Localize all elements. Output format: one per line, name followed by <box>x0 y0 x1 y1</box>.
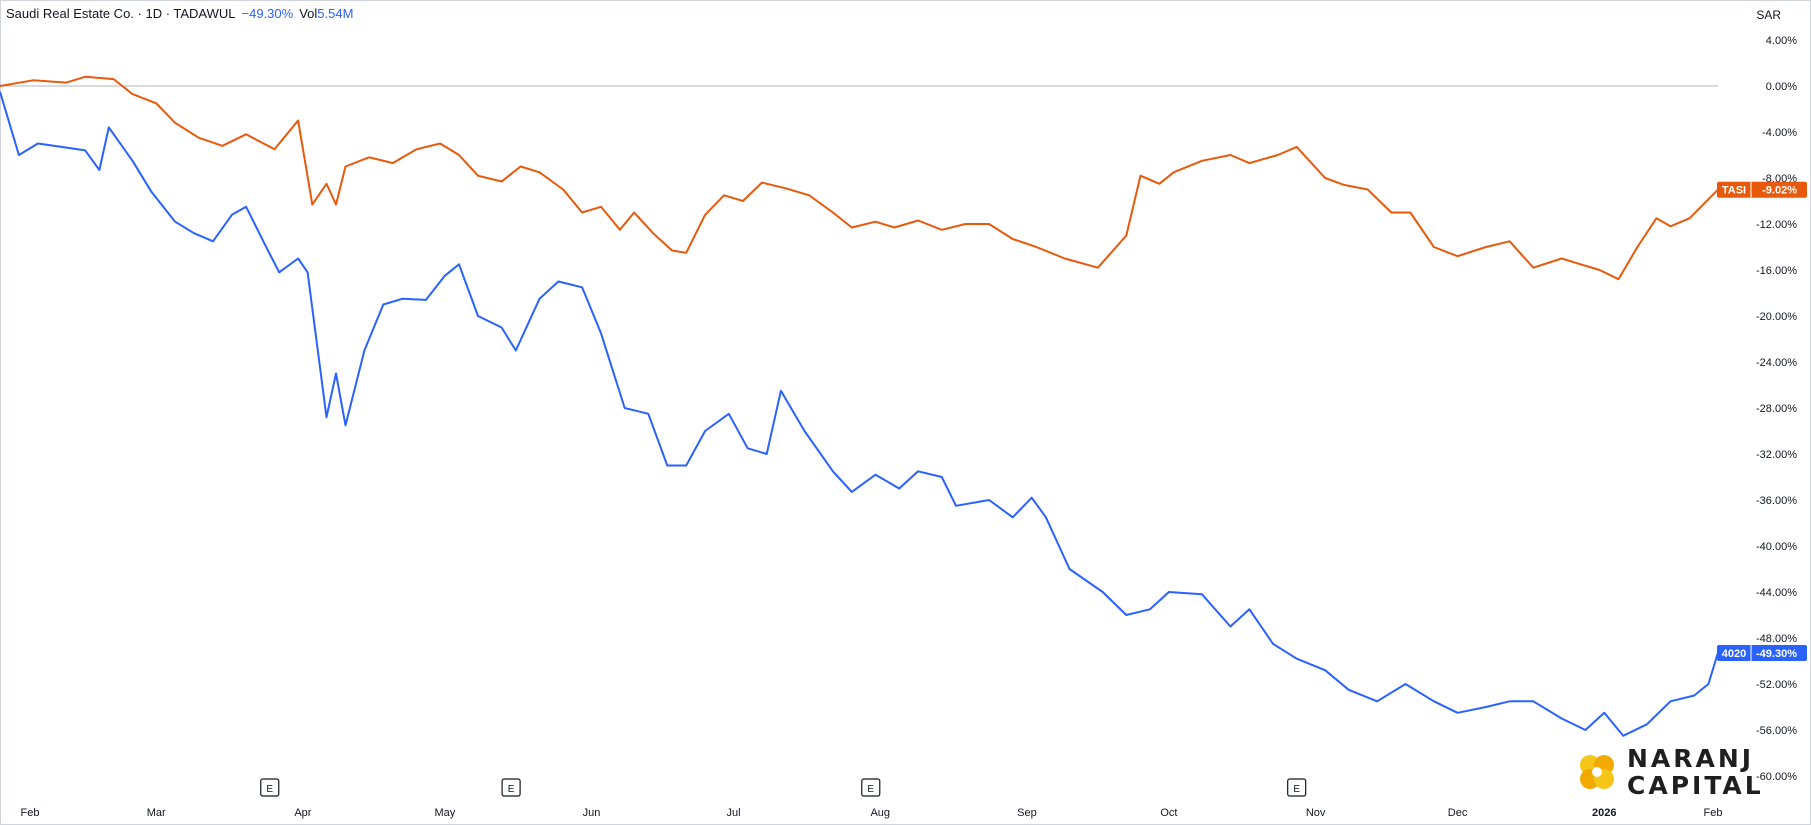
earnings-marker[interactable]: E <box>260 778 280 797</box>
symbol-label[interactable]: Saudi Real Estate Co. · 1D · TADAWUL <box>6 6 236 21</box>
naranj-capital-logo: NARANJ CAPITAL <box>1577 742 1807 802</box>
y-tick-label: -52.00% <box>1756 679 1797 691</box>
x-tick-label: 2026 <box>1592 807 1616 819</box>
y-tick-label: -12.00% <box>1756 219 1797 231</box>
earnings-marker[interactable]: E <box>501 778 521 797</box>
y-tick-label: -40.00% <box>1756 541 1797 553</box>
x-tick-label: Jul <box>726 807 740 819</box>
svg-text:E: E <box>1293 784 1300 795</box>
x-tick-label: Dec <box>1448 807 1468 819</box>
y-tick-label: -16.00% <box>1756 265 1797 277</box>
price-tag-value: -9.02% <box>1762 185 1797 197</box>
currency-label[interactable]: SAR <box>1756 8 1781 22</box>
price-tag-value: -49.30% <box>1756 648 1797 660</box>
x-tick-label: Nov <box>1306 807 1326 819</box>
y-tick-label: -32.00% <box>1756 449 1797 461</box>
y-tick-label: -4.00% <box>1762 127 1797 139</box>
x-tick-label: Oct <box>1160 807 1177 819</box>
logo-line-1: NARANJ <box>1627 744 1755 773</box>
price-tag-symbol: TASI <box>1722 185 1746 197</box>
x-tick-label: Feb <box>1704 807 1723 819</box>
x-tick-label: Jun <box>583 807 601 819</box>
logo-line-2: CAPITAL <box>1627 771 1764 800</box>
x-tick-label: Feb <box>21 807 40 819</box>
y-tick-label: -48.00% <box>1756 633 1797 645</box>
earnings-marker[interactable]: E <box>1287 778 1307 797</box>
svg-text:E: E <box>867 784 874 795</box>
series-line-4020[interactable] <box>0 91 1719 737</box>
x-tick-label: Mar <box>147 807 166 819</box>
y-tick-label: 0.00% <box>1766 81 1797 93</box>
series-line-tasi[interactable] <box>0 75 1719 281</box>
volume-value: 5.54M <box>317 6 354 21</box>
price-tag-tasi: TASI -9.02% <box>1717 181 1807 198</box>
y-tick-label: -60.00% <box>1756 771 1797 783</box>
change-value: −49.30% <box>241 6 294 21</box>
x-tick-label: Sep <box>1017 807 1037 819</box>
y-tick-label: -20.00% <box>1756 311 1797 323</box>
x-tick-label: Apr <box>294 807 311 819</box>
svg-text:E: E <box>266 784 273 795</box>
naranj-logo-icon <box>1580 755 1614 789</box>
x-tick-label: May <box>434 807 455 819</box>
y-tick-label: -24.00% <box>1756 357 1797 369</box>
y-tick-label: -44.00% <box>1756 587 1797 599</box>
earnings-marker[interactable]: E <box>861 778 881 797</box>
y-tick-label: -36.00% <box>1756 495 1797 507</box>
chart-legend: Saudi Real Estate Co. · 1D · TADAWUL −49… <box>6 6 353 21</box>
price-tag-4020: 4020 -49.30% <box>1717 644 1807 661</box>
y-tick-label: 4.00% <box>1766 35 1797 47</box>
y-tick-label: -28.00% <box>1756 403 1797 415</box>
volume-label: Vol5.54M <box>299 6 354 21</box>
price-tag-symbol: 4020 <box>1722 648 1746 660</box>
svg-text:E: E <box>508 784 515 795</box>
x-tick-label: Aug <box>870 807 890 819</box>
y-tick-label: -56.00% <box>1756 725 1797 737</box>
